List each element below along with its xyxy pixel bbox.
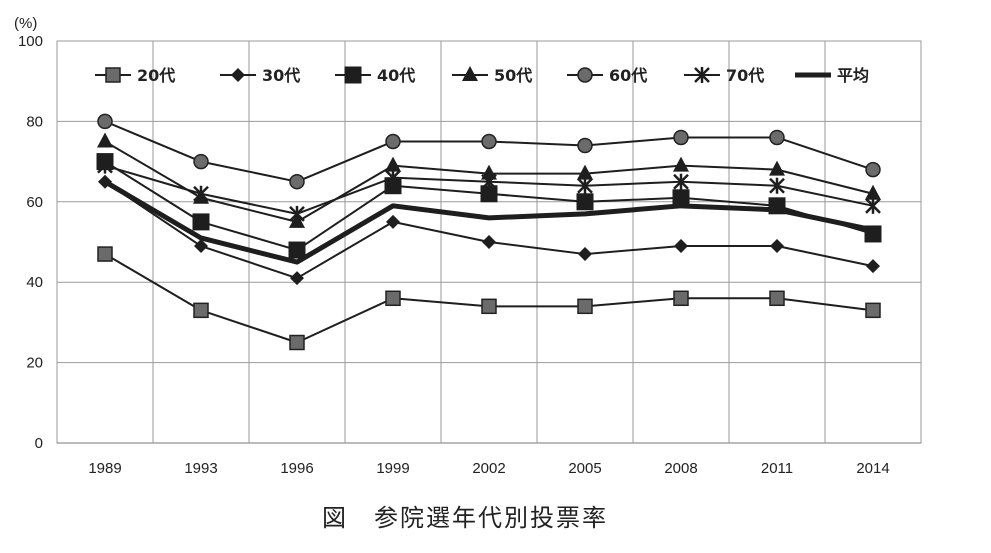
caption-text: 図 参院選年代別投票率 <box>322 504 608 532</box>
x-tick-label: 1989 <box>88 460 121 477</box>
data-point <box>865 184 881 200</box>
data-point <box>577 177 593 194</box>
data-point <box>770 239 784 254</box>
legend-entry: 30代 <box>220 66 300 85</box>
series-2 <box>98 174 880 286</box>
data-point <box>866 259 880 274</box>
legend-entry: 平均 <box>795 66 869 85</box>
series-layer <box>96 113 882 351</box>
data-point <box>577 164 593 180</box>
x-tick-label: 1996 <box>280 460 313 477</box>
legend-marker <box>105 67 121 83</box>
data-point <box>385 133 401 150</box>
x-tick-label: 2011 <box>761 460 793 477</box>
legend-label: 30代 <box>262 66 300 85</box>
data-point <box>289 173 305 190</box>
data-point <box>97 246 113 262</box>
data-point <box>865 197 881 214</box>
series-1 <box>97 246 881 351</box>
data-point <box>674 239 688 254</box>
legend-label: 40代 <box>377 66 415 85</box>
data-point <box>289 205 305 222</box>
y-tick-label: 20 <box>26 355 43 372</box>
x-tick-label: 1993 <box>184 460 217 477</box>
series-3 <box>96 153 882 259</box>
data-point <box>577 298 593 315</box>
data-point <box>385 156 401 172</box>
y-tick-label: 60 <box>26 194 43 211</box>
data-point <box>769 160 785 176</box>
legend-marker <box>462 66 478 81</box>
y-tick-label: 80 <box>26 113 43 130</box>
x-tick-label: 2014 <box>856 460 889 477</box>
legend-label: 70代 <box>726 66 764 85</box>
axes: 0 20 40 60 80 100 1989 1993 1996 1999 2002 2005 2008… <box>14 15 890 477</box>
series-5 <box>97 113 881 190</box>
data-point <box>578 247 592 262</box>
data-point <box>865 302 881 319</box>
data-point <box>289 334 305 351</box>
y-tick-label: 40 <box>26 274 43 291</box>
legend-label: 20代 <box>137 66 175 85</box>
data-point <box>481 173 497 190</box>
data-point <box>193 153 209 170</box>
data-point <box>192 213 210 231</box>
data-point <box>481 133 497 150</box>
series-4 <box>97 132 881 228</box>
legend-entry: 20代 <box>95 66 175 85</box>
legend-entry: 40代 <box>335 66 415 85</box>
series-line <box>103 179 874 265</box>
data-point <box>288 241 306 259</box>
data-point <box>673 129 689 146</box>
data-point <box>386 214 400 229</box>
legend: 20代 30代 40代 50代 60代 70代 平均 <box>95 66 869 85</box>
line-chart-svg: 0 20 40 60 80 100 1989 1993 1996 1999 2002 2005 2008… <box>14 15 922 477</box>
series-line <box>104 253 874 344</box>
data-point <box>97 132 113 148</box>
series-7 <box>103 179 874 265</box>
y-unit-label: (%) <box>14 15 37 32</box>
legend-entry: 50代 <box>452 66 532 85</box>
data-point <box>482 235 496 249</box>
legend-label: 50代 <box>494 66 532 85</box>
data-point <box>193 185 209 202</box>
series-6 <box>97 157 881 222</box>
data-point <box>97 157 113 174</box>
legend-marker <box>694 67 710 83</box>
data-point <box>673 173 689 190</box>
data-point <box>865 161 881 178</box>
legend-marker <box>577 67 593 83</box>
data-point <box>385 290 401 307</box>
x-tick-label: 2008 <box>664 460 697 477</box>
x-tick-label: 2002 <box>472 460 505 477</box>
data-point <box>385 169 401 186</box>
x-tick-label: 1999 <box>376 460 409 477</box>
legend-entry: 70代 <box>684 66 764 85</box>
data-point <box>194 239 208 254</box>
data-point <box>193 302 209 319</box>
data-point <box>577 137 593 154</box>
data-point <box>769 177 785 194</box>
data-point <box>769 129 785 146</box>
legend-marker <box>344 66 362 84</box>
data-point <box>673 156 689 172</box>
legend-label: 60代 <box>609 66 647 85</box>
legend-label: 平均 <box>837 66 869 85</box>
data-point <box>481 298 497 315</box>
legend-entry: 60代 <box>567 66 647 85</box>
y-tick-label: 100 <box>18 33 43 50</box>
data-point <box>290 271 304 286</box>
data-point <box>97 113 113 130</box>
y-tick-label: 0 <box>35 435 43 452</box>
data-point <box>481 164 497 180</box>
data-point <box>769 290 785 307</box>
data-point <box>673 290 689 307</box>
legend-marker <box>231 68 245 82</box>
x-tick-label: 2005 <box>568 460 601 477</box>
data-point <box>576 193 594 211</box>
